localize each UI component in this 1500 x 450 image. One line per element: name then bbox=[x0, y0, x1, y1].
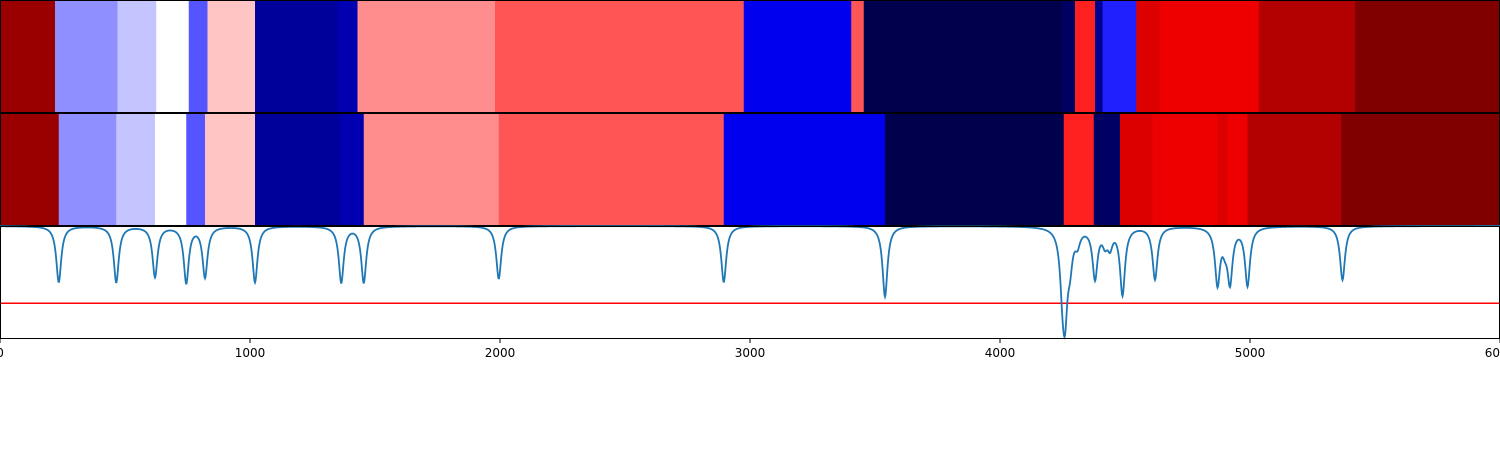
heatmap-cell-row0-seg9 bbox=[495, 0, 745, 113]
heatmap-cell-row0-seg20 bbox=[1355, 0, 1500, 113]
heatmap-cell-row0-seg17 bbox=[1136, 0, 1161, 113]
heatmap-cell-row1-seg16 bbox=[1217, 113, 1229, 226]
heatmap-cell-row1-seg1 bbox=[58, 113, 117, 226]
heatmap-cell-row0-seg13 bbox=[1062, 0, 1076, 113]
heatmap-cell-row1-seg8 bbox=[363, 113, 500, 226]
heatmap-cell-row1-seg2 bbox=[116, 113, 156, 226]
heatmap-cell-row0-seg14 bbox=[1075, 0, 1096, 113]
heatmap-cell-row1-seg15 bbox=[1152, 113, 1219, 226]
heatmap-cell-row0-seg1 bbox=[55, 0, 119, 113]
heatmap-cell-row0-seg7 bbox=[337, 0, 359, 113]
heatmap-cell-row1-seg10 bbox=[723, 113, 886, 226]
heatmap-cell-row0-seg15 bbox=[1095, 0, 1104, 113]
x-tick-label-3: 3000 bbox=[735, 346, 766, 360]
heatmap-cell-row0-seg0 bbox=[0, 0, 56, 113]
line-panel bbox=[0, 225, 1500, 340]
heatmap-cell-row0-seg18 bbox=[1160, 0, 1260, 113]
line-panel-frame bbox=[0, 226, 1500, 339]
heatmap-cell-row1-seg0 bbox=[0, 113, 60, 226]
heatmap-cell-row1-seg13 bbox=[1093, 113, 1121, 226]
heatmap-row-bottom bbox=[0, 113, 1500, 226]
heatmap-cell-row1-seg6 bbox=[255, 113, 341, 226]
x-tick-label-0: 0 bbox=[0, 346, 4, 360]
heatmap-cell-row0-seg8 bbox=[357, 0, 496, 113]
heatmap-cell-row0-seg19 bbox=[1258, 0, 1356, 113]
x-tick-label-6: 6000 bbox=[1485, 346, 1500, 360]
heatmap-cell-row1-seg17 bbox=[1227, 113, 1249, 226]
x-axis: 0 1000 2000 3000 4000 5000 6000 bbox=[0, 338, 1500, 360]
heatmap-cell-row0-seg3 bbox=[156, 0, 190, 113]
heatmap-cell-row0-seg6 bbox=[255, 0, 339, 113]
heatmap-cell-row1-seg11 bbox=[885, 113, 1065, 226]
heatmap-cell-row0-seg10 bbox=[743, 0, 852, 113]
heatmap-cell-row1-seg4 bbox=[186, 113, 206, 226]
heatmap-cell-row1-seg19 bbox=[1341, 113, 1500, 226]
heatmap-cell-row0-seg5 bbox=[207, 0, 256, 113]
heatmap-cell-row0-seg11 bbox=[851, 0, 865, 113]
heatmap-cell-row1-seg5 bbox=[205, 113, 256, 226]
heatmap-cell-row0-seg2 bbox=[117, 0, 157, 113]
heatmap-cell-row1-seg12 bbox=[1063, 113, 1095, 226]
x-tick-label-1: 1000 bbox=[235, 346, 266, 360]
heatmap-cell-row1-seg9 bbox=[498, 113, 725, 226]
heatmap-row-top bbox=[0, 0, 1500, 113]
x-tick-label-5: 5000 bbox=[1235, 346, 1266, 360]
x-tick-label-2: 2000 bbox=[485, 346, 516, 360]
heatmap-cell-row1-seg18 bbox=[1247, 113, 1342, 226]
heatmap-cell-row0-seg4 bbox=[188, 0, 209, 113]
heatmap-cell-row1-seg3 bbox=[155, 113, 187, 226]
x-tick-label-4: 4000 bbox=[985, 346, 1016, 360]
heatmap-cell-row0-seg16 bbox=[1102, 0, 1137, 113]
heatmap-cell-row1-seg7 bbox=[340, 113, 365, 226]
signal-line bbox=[0, 225, 1500, 340]
heatmap-cell-row0-seg12 bbox=[863, 0, 1064, 113]
heatmap-cell-row1-seg14 bbox=[1120, 113, 1154, 226]
